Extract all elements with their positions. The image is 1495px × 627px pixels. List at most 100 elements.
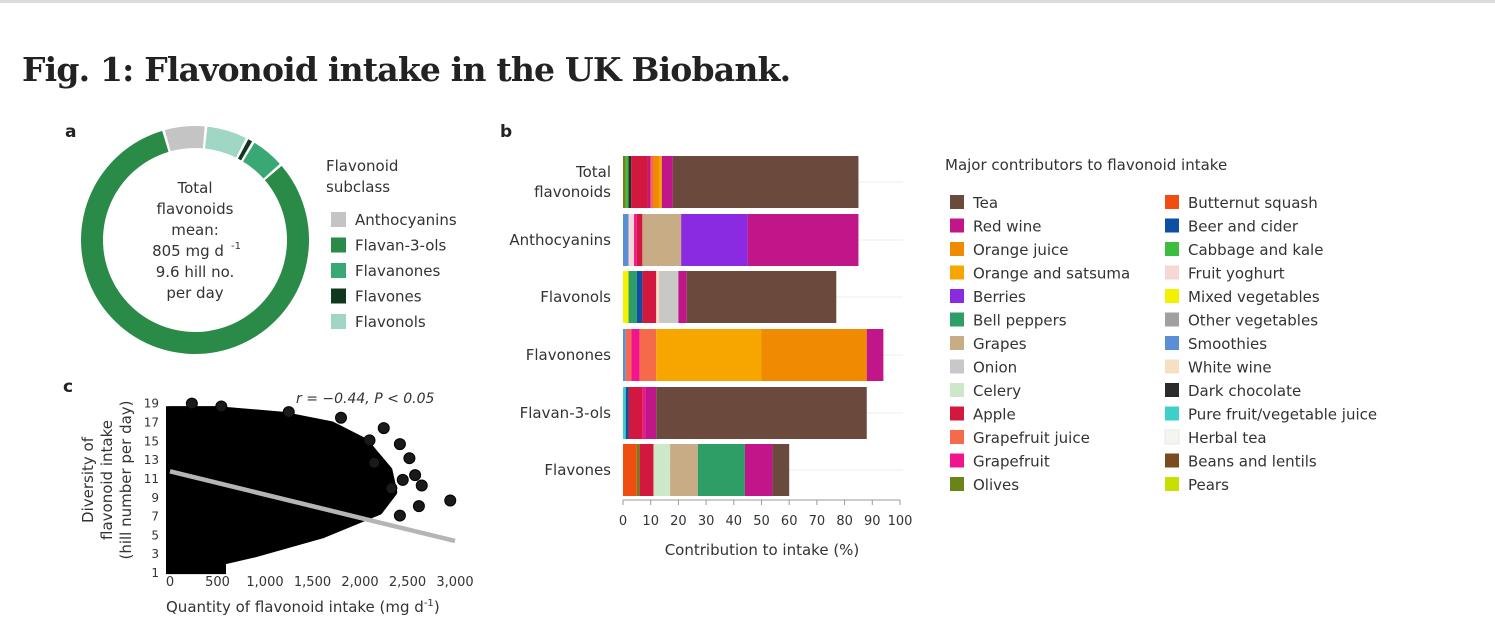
bar-x-tick-label: 90 [864,514,881,529]
scatter-x-tick-label: 3,000 [436,575,473,590]
bar-legend-swatch [1165,312,1179,327]
scatter-y-tick-label: 1 [151,566,159,580]
scatter-y-tick-label: 3 [151,547,159,561]
bar-x-tick-label: 10 [642,514,659,529]
scatter-y-tick-label: 15 [144,434,159,448]
bar-x-tick-label: 40 [726,514,743,529]
scatter-y-tick-label: 13 [144,453,159,467]
donut-legend-swatch [331,237,346,253]
bar-legend-label: Berries [973,288,1026,306]
scatter-x-axis-title: Quantity of flavonoid intake (mg d-1) [166,598,440,616]
donut-center-line: mean: [171,221,219,239]
bar-segment-grapes [670,444,698,496]
bar-legend-swatch [1165,406,1179,421]
scatter-y-tick-label: 11 [144,472,159,486]
bar-x-tick-label: 20 [670,514,687,529]
bar-legend-swatch [950,265,964,280]
scatter-point [335,411,347,424]
bar-segment-grapefruit [642,387,646,439]
bar-legend-swatch [1165,383,1179,397]
scatter-point [377,422,390,435]
bar-segment-apple [642,271,657,323]
bar-segment-tea [686,271,837,323]
panel-c-letter: c [63,377,73,397]
bar-segment-mixed-vegetables [623,271,629,323]
bar-legend-swatch [950,406,964,421]
scatter-y-tick-label: 19 [144,397,159,411]
bar-legend-swatch [950,289,964,303]
donut-center-superscript: -1 [231,241,241,252]
donut-slice-flavonols [205,126,246,158]
bar-segment-tea [772,444,790,496]
bar-legend-label: Pure fruit/vegetable juice [1188,406,1377,424]
bar-legend-swatch [1164,429,1180,445]
bar-segment-beer-and-cider [625,387,629,439]
scatter-x-title-close: ) [434,598,440,616]
bar-segment-celery [653,444,671,496]
donut-legend-title: subclass [326,178,390,196]
bar-x-tick-label: 50 [753,514,770,529]
scatter-point [368,456,381,469]
donut-center-line: Total [176,179,212,197]
bar-category-label: Flavonones [526,346,611,364]
donut-center-line: 805 mg d [152,242,224,260]
bar-legend-label: Pears [1188,476,1229,494]
bar-legend-swatch [1165,336,1179,350]
bar-segment-cabbage-and-kale [625,156,629,208]
scatter-y-tick-label: 5 [151,528,159,542]
scatter-y-axis-title: Diversity of flavonoid intake (hill numb… [79,400,135,559]
donut-slice-flavanones [242,142,280,179]
bar-x-tick-label: 0 [619,514,627,529]
bar-legend-label: Other vegetables [1188,312,1318,330]
bar-segment-grapefruit [631,329,640,381]
bar-segment-red-wine [647,156,651,208]
bar-legend-swatch [1165,265,1179,280]
bar-segment-grapefruit-juice [639,329,657,381]
donut-legend-label: Flavones [355,288,422,306]
scatter-point [282,406,295,419]
bar-segment-red-wine [645,387,657,439]
scatter-point [393,509,406,522]
bar-segment-smoothies [623,329,626,381]
bar-legend-swatch [950,477,964,491]
bar-category-label: Anthocyanins [509,231,611,249]
bar-legend-label: Tea [972,194,998,212]
bar-legend-label: Apple [973,406,1016,424]
donut-legend-label: Anthocyanins [355,211,457,229]
bar-legend-swatch [1165,218,1179,233]
bar-legend-swatch [950,453,964,468]
donut-legend: Anthocyanins Flavan-3-ols Flavanones Flavon… [331,211,457,331]
scatter-x-title-text: Quantity of flavonoid intake (mg d [166,598,424,616]
bar-x-tick-label: 100 [888,514,913,529]
scatter-point [215,400,228,413]
scatter-y-title-line: (hill number per day) [117,400,135,559]
bar-segment-smoothies [623,214,629,266]
bar-segment-berries [681,214,748,266]
bar-segment-fruit-yoghurt [628,214,635,266]
bar-legend-label: Celery [973,382,1021,400]
scatter-point [444,494,457,507]
donut-legend-label: Flavonols [355,313,426,331]
bar-legend-swatch [1165,289,1179,303]
bar-segment-white-wine [656,271,660,323]
bar-legend-swatch [950,336,964,350]
scatter-x-tick-label: 1,000 [246,575,283,590]
donut-slice-anthocyanins [164,126,205,152]
bar-segment-bell-peppers [697,444,745,496]
bar-segment-grapes [642,214,682,266]
donut-legend-label: Flavanones [355,262,440,280]
bar-legend-label: Cabbage and kale [1188,241,1323,259]
figure-title: Fig. 1: Flavonoid intake in the UK Bioba… [22,50,791,89]
scatter-point [396,473,409,486]
bar-legend-swatch [950,242,964,256]
donut-legend-swatch [331,212,346,227]
bar-legend-swatch [950,359,964,374]
scatter-x-tick-label: 2,500 [389,575,426,590]
scatter-y-tick-label: 7 [151,510,159,524]
bar-segment-red-wine [747,214,859,266]
bar-legend-label: White wine [1188,359,1272,377]
bar-legend-swatch [1165,453,1179,468]
bar-segment-red-wine [678,271,687,323]
scatter-x-tick-label: 1,500 [294,575,331,590]
